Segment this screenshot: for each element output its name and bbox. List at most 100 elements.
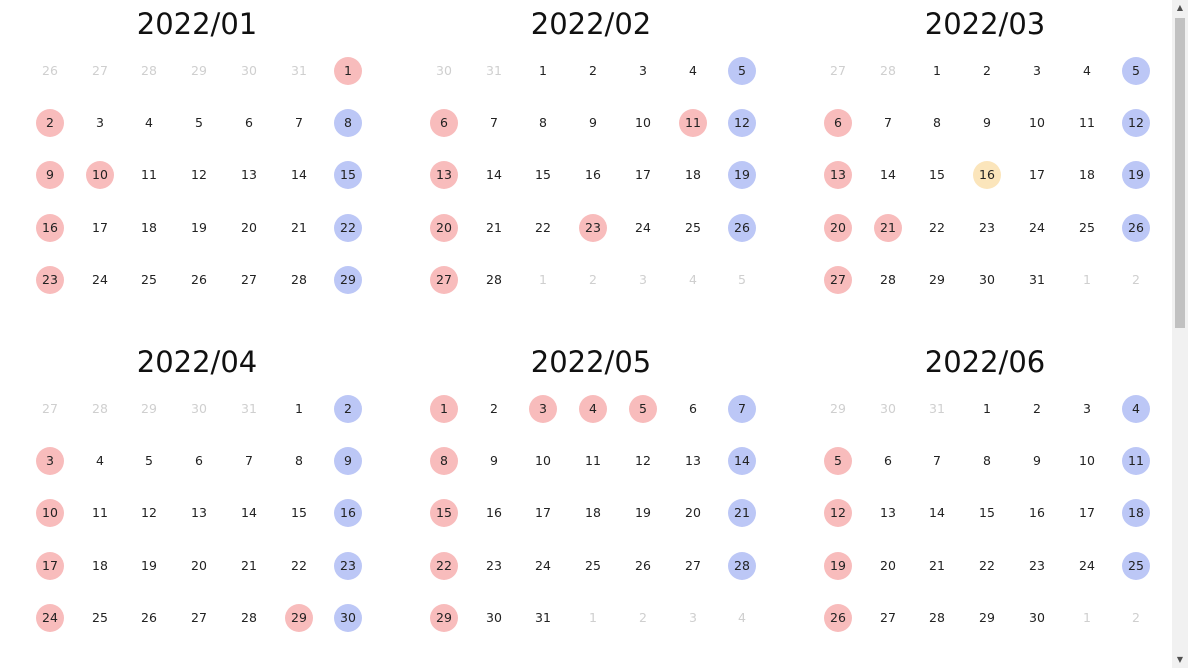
day-cell[interactable]: 17 [635, 167, 651, 182]
day-cell[interactable]: 29 [979, 610, 995, 625]
day-cell[interactable]: 1 [539, 272, 547, 287]
day-cell[interactable]: 11 [1079, 115, 1095, 130]
day-cell[interactable]: 26 [635, 558, 651, 573]
day-cell[interactable]: 31 [241, 401, 257, 416]
day-cell[interactable]: 14 [929, 505, 945, 520]
day-cell[interactable]: 27 [880, 610, 896, 625]
day-cell[interactable]: 12 [728, 109, 756, 137]
day-cell[interactable]: 30 [486, 610, 502, 625]
day-cell[interactable]: 26 [141, 610, 157, 625]
day-cell[interactable]: 27 [191, 610, 207, 625]
day-cell[interactable]: 23 [36, 266, 64, 294]
day-cell[interactable]: 2 [334, 395, 362, 423]
day-cell[interactable]: 14 [880, 167, 896, 182]
day-cell[interactable]: 20 [824, 214, 852, 242]
day-cell[interactable]: 28 [486, 272, 502, 287]
day-cell[interactable]: 14 [728, 447, 756, 475]
day-cell[interactable]: 15 [535, 167, 551, 182]
day-cell[interactable]: 21 [241, 558, 257, 573]
day-cell[interactable]: 3 [36, 447, 64, 475]
day-cell[interactable]: 2 [589, 63, 597, 78]
day-cell[interactable]: 3 [96, 115, 104, 130]
day-cell[interactable]: 29 [141, 401, 157, 416]
day-cell[interactable]: 6 [195, 453, 203, 468]
day-cell[interactable]: 15 [430, 499, 458, 527]
day-cell[interactable]: 9 [1033, 453, 1041, 468]
day-cell[interactable]: 13 [685, 453, 701, 468]
day-cell[interactable]: 5 [629, 395, 657, 423]
day-cell[interactable]: 10 [535, 453, 551, 468]
day-cell[interactable]: 1 [334, 57, 362, 85]
day-cell[interactable]: 11 [92, 505, 108, 520]
day-cell[interactable]: 6 [884, 453, 892, 468]
day-cell[interactable]: 30 [880, 401, 896, 416]
day-cell[interactable]: 2 [1132, 272, 1140, 287]
day-cell[interactable]: 27 [92, 63, 108, 78]
day-cell[interactable]: 9 [589, 115, 597, 130]
day-cell[interactable]: 25 [1122, 552, 1150, 580]
day-cell[interactable]: 7 [933, 453, 941, 468]
day-cell[interactable]: 13 [191, 505, 207, 520]
day-cell[interactable]: 29 [285, 604, 313, 632]
day-cell[interactable]: 16 [486, 505, 502, 520]
day-cell[interactable]: 23 [334, 552, 362, 580]
day-cell[interactable]: 25 [685, 220, 701, 235]
day-cell[interactable]: 27 [241, 272, 257, 287]
day-cell[interactable]: 25 [92, 610, 108, 625]
day-cell[interactable]: 20 [241, 220, 257, 235]
day-cell[interactable]: 10 [36, 499, 64, 527]
day-cell[interactable]: 30 [241, 63, 257, 78]
day-cell[interactable]: 12 [191, 167, 207, 182]
day-cell[interactable]: 6 [824, 109, 852, 137]
day-cell[interactable]: 11 [679, 109, 707, 137]
day-cell[interactable]: 19 [824, 552, 852, 580]
day-cell[interactable]: 21 [291, 220, 307, 235]
day-cell[interactable]: 20 [880, 558, 896, 573]
day-cell[interactable]: 31 [291, 63, 307, 78]
day-cell[interactable]: 22 [291, 558, 307, 573]
day-cell[interactable]: 10 [86, 161, 114, 189]
day-cell[interactable]: 2 [639, 610, 647, 625]
day-cell[interactable]: 3 [1033, 63, 1041, 78]
day-cell[interactable]: 24 [36, 604, 64, 632]
day-cell[interactable]: 9 [490, 453, 498, 468]
day-cell[interactable]: 22 [334, 214, 362, 242]
day-cell[interactable]: 26 [1122, 214, 1150, 242]
day-cell[interactable]: 14 [241, 505, 257, 520]
day-cell[interactable]: 18 [141, 220, 157, 235]
day-cell[interactable]: 17 [1029, 167, 1045, 182]
day-cell[interactable]: 16 [334, 499, 362, 527]
day-cell[interactable]: 1 [430, 395, 458, 423]
day-cell[interactable]: 7 [295, 115, 303, 130]
day-cell[interactable]: 13 [824, 161, 852, 189]
day-cell[interactable]: 17 [92, 220, 108, 235]
day-cell[interactable]: 21 [929, 558, 945, 573]
day-cell[interactable]: 2 [36, 109, 64, 137]
day-cell[interactable]: 7 [884, 115, 892, 130]
day-cell[interactable]: 26 [824, 604, 852, 632]
scroll-down-icon[interactable]: ▼ [1176, 655, 1184, 664]
day-cell[interactable]: 18 [1079, 167, 1095, 182]
day-cell[interactable]: 31 [929, 401, 945, 416]
day-cell[interactable]: 27 [430, 266, 458, 294]
day-cell[interactable]: 10 [1079, 453, 1095, 468]
day-cell[interactable]: 5 [738, 272, 746, 287]
day-cell[interactable]: 22 [929, 220, 945, 235]
day-cell[interactable]: 14 [291, 167, 307, 182]
day-cell[interactable]: 8 [295, 453, 303, 468]
day-cell[interactable]: 17 [1079, 505, 1095, 520]
day-cell[interactable]: 23 [1029, 558, 1045, 573]
day-cell[interactable]: 19 [635, 505, 651, 520]
day-cell[interactable]: 7 [490, 115, 498, 130]
day-cell[interactable]: 28 [880, 272, 896, 287]
day-cell[interactable]: 14 [486, 167, 502, 182]
day-cell[interactable]: 4 [1083, 63, 1091, 78]
day-cell[interactable]: 18 [585, 505, 601, 520]
day-cell[interactable]: 8 [334, 109, 362, 137]
day-cell[interactable]: 26 [191, 272, 207, 287]
day-cell[interactable]: 3 [529, 395, 557, 423]
day-cell[interactable]: 12 [635, 453, 651, 468]
day-cell[interactable]: 27 [830, 63, 846, 78]
day-cell[interactable]: 30 [334, 604, 362, 632]
day-cell[interactable]: 16 [1029, 505, 1045, 520]
